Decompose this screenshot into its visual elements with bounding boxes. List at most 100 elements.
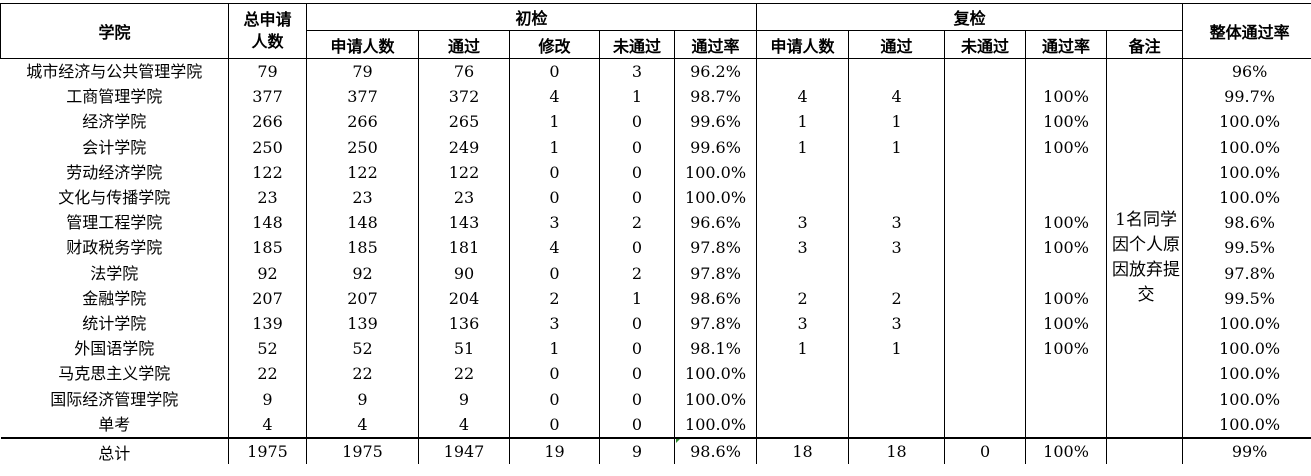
table-row: 经济学院 266 266 265 1 0 99.6% 1 1 100% 100.0% [0, 109, 1311, 135]
college-name: 城市经济与公共管理学院 [0, 58, 229, 85]
initial-fail: 0 [599, 235, 675, 261]
header-total-applicants: 总申请人数 [228, 3, 307, 59]
recheck-applicants [756, 361, 850, 387]
recheck-rate [1025, 260, 1108, 286]
initial-fail: 0 [599, 361, 675, 387]
recheck-fail [944, 260, 1027, 286]
initial-applicants: 23 [306, 185, 419, 211]
recheck-applicants [756, 185, 850, 211]
initial-pass: 4 [418, 411, 510, 439]
initial-modify: 4 [509, 84, 600, 110]
initial-rate: 96.2% [674, 58, 758, 85]
recheck-applicants: 2 [756, 285, 850, 312]
initial-applicants: 79 [306, 58, 419, 85]
table-row: 劳动经济学院 122 122 122 0 0 100.0% 100.0% [0, 159, 1311, 186]
initial-modify: 0 [509, 361, 600, 387]
college-name: 外国语学院 [0, 336, 229, 362]
initial-fail: 0 [599, 159, 675, 186]
initial-rate: 100.0% [674, 185, 758, 211]
initial-applicants: 9 [306, 386, 419, 412]
recheck-fail [944, 361, 1027, 387]
initial-rate: 96.6% [674, 210, 758, 236]
initial-fail: 0 [599, 109, 675, 135]
college-name: 金融学院 [0, 285, 229, 312]
recheck-pass: 3 [848, 235, 946, 261]
initial-modify: 1 [509, 134, 600, 160]
recheck-fail [944, 285, 1027, 312]
overall-rate: 96% [1182, 58, 1311, 85]
recheck-applicants [756, 58, 850, 85]
initial-rate: 100.0% [674, 159, 758, 186]
initial-applicants: 148 [306, 210, 419, 236]
initial-applicants: 92 [306, 260, 419, 286]
totals-recheck-pass: 18 [848, 437, 946, 465]
recheck-rate [1025, 159, 1108, 186]
total-applicants: 250 [228, 134, 307, 160]
initial-pass: 9 [418, 386, 510, 412]
recheck-applicants: 1 [756, 109, 850, 135]
initial-pass: 372 [418, 84, 510, 110]
initial-pass: 90 [418, 260, 510, 286]
totals-recheck-applicants: 18 [756, 437, 850, 465]
recheck-applicants: 4 [756, 84, 850, 110]
table-row: 工商管理学院 377 377 372 4 1 98.7% 4 4 100% 99.7% [0, 84, 1311, 110]
initial-modify: 0 [509, 58, 600, 85]
initial-pass: 181 [418, 235, 510, 261]
initial-rate: 98.7% [674, 84, 758, 110]
initial-applicants: 122 [306, 159, 419, 186]
totals-overall-rate: 99% [1182, 437, 1311, 465]
totals-row: 总计 1975 1975 1947 19 9 98.6% 18 18 0 100… [0, 437, 1311, 465]
overall-rate: 100.0% [1182, 109, 1311, 135]
initial-rate: 99.6% [674, 134, 758, 160]
overall-rate: 99.5% [1182, 285, 1311, 312]
initial-modify: 1 [509, 109, 600, 135]
recheck-rate: 100% [1025, 210, 1108, 236]
recheck-rate [1025, 411, 1108, 439]
table-row: 统计学院 139 139 136 3 0 97.8% 3 3 100% 100.0% [0, 311, 1311, 337]
overall-rate: 98.6% [1182, 210, 1311, 236]
total-applicants: 52 [228, 336, 307, 362]
header-initial-modify: 修改 [509, 30, 600, 59]
initial-pass: 76 [418, 58, 510, 85]
recheck-pass [848, 185, 946, 211]
recheck-fail [944, 84, 1027, 110]
college-name: 文化与传播学院 [0, 185, 229, 211]
initial-pass: 22 [418, 361, 510, 387]
initial-applicants: 139 [306, 311, 419, 337]
totals-label: 总计 [0, 437, 229, 465]
recheck-pass: 1 [848, 336, 946, 362]
initial-modify: 4 [509, 235, 600, 261]
initial-modify: 0 [509, 185, 600, 211]
college-name: 管理工程学院 [0, 210, 229, 236]
initial-modify: 0 [509, 411, 600, 439]
initial-pass: 136 [418, 311, 510, 337]
recheck-fail [944, 411, 1027, 439]
recheck-pass: 3 [848, 210, 946, 236]
recheck-rate [1025, 386, 1108, 412]
recheck-applicants: 3 [756, 210, 850, 236]
recheck-pass: 4 [848, 84, 946, 110]
table-row: 金融学院 207 207 204 2 1 98.6% 2 2 100% 99.5% [0, 285, 1311, 312]
recheck-fail [944, 235, 1027, 261]
initial-rate: 99.6% [674, 109, 758, 135]
table-row: 国际经济管理学院 9 9 9 0 0 100.0% 100.0% [0, 386, 1311, 412]
table-row: 外国语学院 52 52 51 1 0 98.1% 1 1 100% 100.0% [0, 336, 1311, 362]
initial-applicants: 207 [306, 285, 419, 312]
initial-pass: 51 [418, 336, 510, 362]
header-initial-applicants: 申请人数 [306, 30, 419, 59]
recheck-fail [944, 159, 1027, 186]
header-recheck-rate: 通过率 [1025, 30, 1108, 59]
initial-rate: 98.1% [674, 336, 758, 362]
initial-modify: 3 [509, 311, 600, 337]
initial-modify: 3 [509, 210, 600, 236]
recheck-rate: 100% [1025, 109, 1108, 135]
header-initial-check: 初检 [305, 3, 758, 31]
header-initial-fail: 未通过 [599, 30, 675, 59]
table-row: 管理工程学院 148 148 143 3 2 96.6% 3 3 100% 98.6% [0, 210, 1311, 236]
initial-applicants: 4 [306, 411, 419, 439]
recheck-rate [1025, 361, 1108, 387]
header-total-applicants-text: 总申请人数 [243, 10, 292, 51]
header-overall-rate: 整体通过率 [1182, 3, 1311, 59]
college-name: 马克思主义学院 [0, 361, 229, 387]
recheck-note-text: 1名同学因个人原因放弃提交 [1112, 210, 1181, 306]
